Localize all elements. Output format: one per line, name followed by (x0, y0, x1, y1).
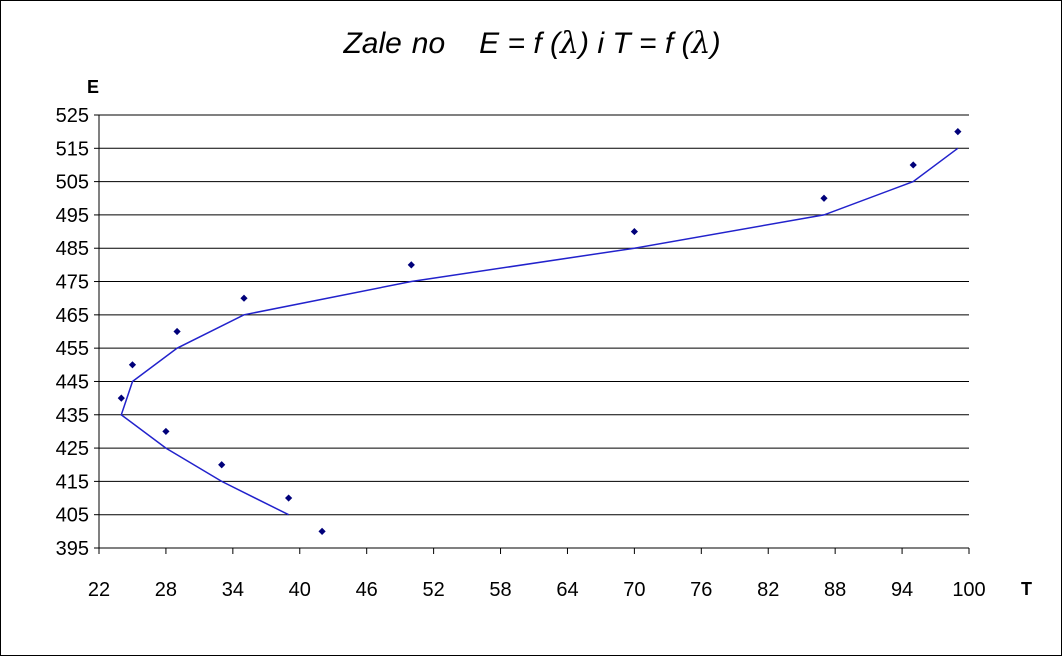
x-tick-label: 52 (422, 579, 444, 601)
y-tick-label: 495 (56, 205, 89, 227)
y-tick-label: 475 (56, 272, 89, 294)
x-tick-label: 28 (155, 579, 177, 601)
data-point (285, 494, 293, 502)
data-point (117, 394, 125, 402)
title-lambda-1: λ (559, 26, 579, 61)
x-tick-label: 100 (952, 579, 985, 601)
y-tick-label: 525 (56, 105, 89, 127)
title-part-5: ) (708, 27, 721, 60)
title-part-2: no (412, 27, 445, 60)
x-tick-label: 34 (222, 579, 244, 601)
data-point (318, 527, 326, 535)
y-axis-label: E (87, 77, 99, 97)
x-tick-label: 64 (556, 579, 578, 601)
data-series (117, 128, 962, 535)
data-point (630, 227, 638, 236)
data-point (954, 128, 962, 136)
title-part-1: Zale (342, 27, 401, 60)
y-tick-label: 405 (56, 505, 89, 527)
x-tick-label: 58 (489, 579, 511, 601)
x-tick-label: 88 (824, 579, 846, 601)
data-point (173, 327, 181, 336)
y-tick-label: 445 (56, 371, 89, 393)
y-tick-label: 485 (56, 238, 89, 260)
title-lambda-2: λ (691, 26, 711, 61)
x-tick-label: 94 (891, 579, 913, 601)
axes (94, 114, 970, 554)
y-tick-label: 435 (56, 405, 89, 427)
y-tick-label: 505 (56, 172, 89, 194)
data-point (820, 194, 828, 202)
y-tick-label: 395 (56, 538, 89, 560)
x-axis-label: T (1021, 579, 1032, 599)
y-tick-label: 455 (56, 338, 89, 360)
title-part-3: E = f ( (479, 27, 563, 60)
data-point (240, 294, 248, 302)
x-tick-label: 40 (289, 579, 311, 601)
data-point (909, 161, 917, 169)
x-tick-label: 82 (757, 579, 779, 601)
chart-title: Zale no E = f (λ) i T = f (λ) (342, 26, 720, 61)
x-tick-label: 70 (623, 579, 645, 601)
x-tick-label: 76 (690, 579, 712, 601)
data-point (162, 427, 170, 436)
data-point (128, 361, 137, 369)
title-part-4: ) i T = f ( (576, 27, 695, 60)
x-tick-label: 46 (356, 579, 378, 601)
trend-line (120, 147, 959, 516)
y-tick-label: 415 (56, 471, 89, 493)
y-tick-label: 465 (56, 305, 89, 327)
x-tick-labels: 22 28 34 40 46 52 58 64 70 76 82 88 94 100 (88, 579, 986, 601)
data-point (218, 461, 226, 469)
y-tick-labels: 525 515 505 495 485 475 465 455 445 435 425 415 405 3… (56, 105, 89, 560)
y-tick-label: 515 (56, 138, 89, 160)
x-tick-label: 22 (88, 579, 110, 601)
grid-lines (99, 114, 969, 516)
data-point (407, 261, 415, 269)
y-tick-label: 425 (56, 438, 89, 460)
